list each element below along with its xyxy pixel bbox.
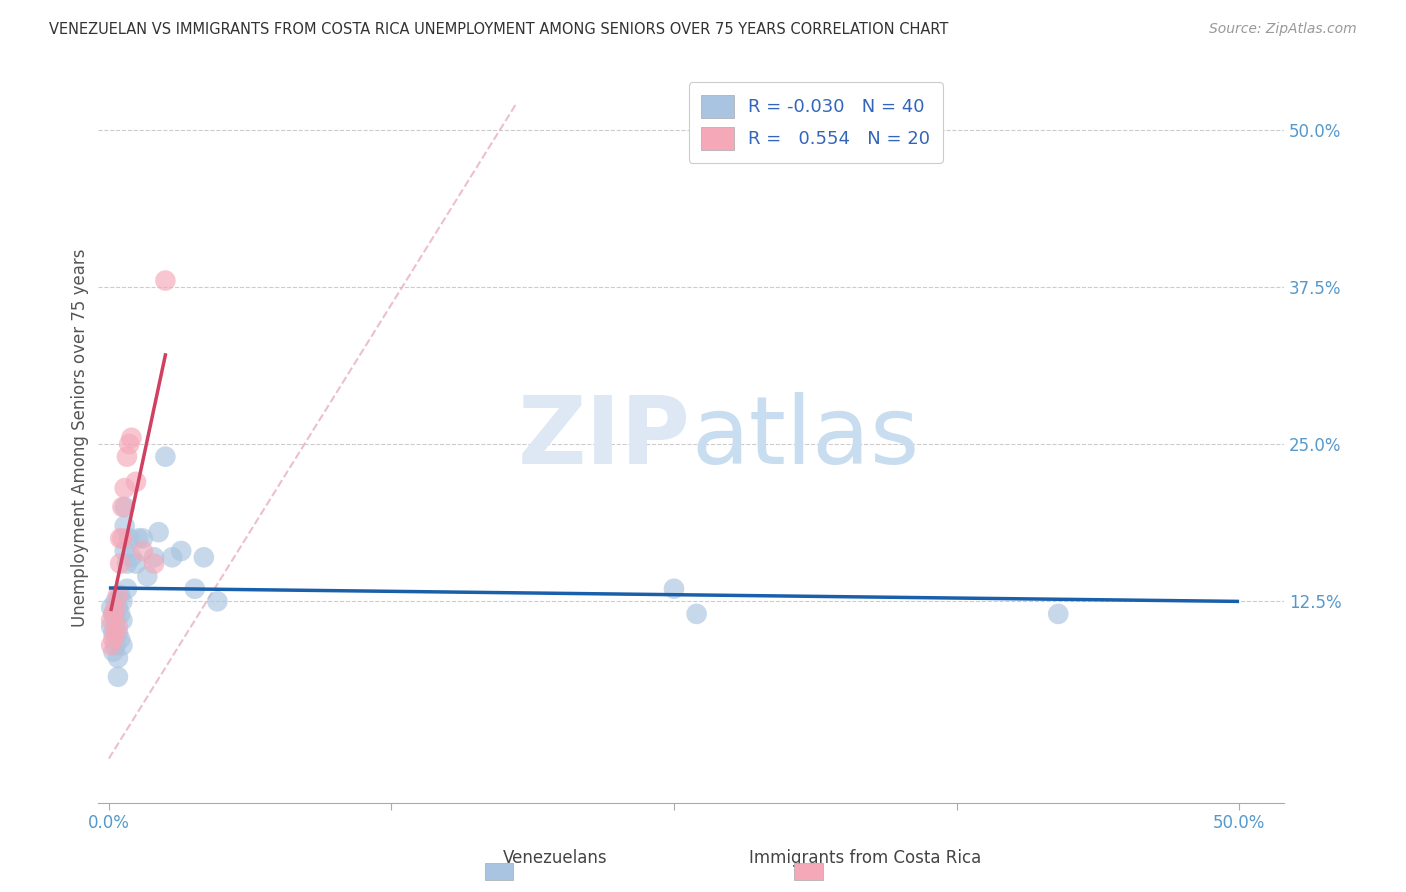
Point bbox=[104, 638, 127, 652]
Point bbox=[121, 550, 143, 565]
Text: ZIP: ZIP bbox=[517, 392, 690, 483]
Point bbox=[155, 450, 177, 464]
Point bbox=[103, 645, 125, 659]
Point bbox=[104, 625, 127, 640]
Point bbox=[1047, 607, 1070, 621]
Point bbox=[111, 500, 134, 514]
Point bbox=[108, 588, 131, 602]
Point bbox=[100, 613, 122, 627]
Point bbox=[108, 607, 131, 621]
Point bbox=[103, 625, 125, 640]
Point bbox=[107, 600, 129, 615]
Point bbox=[111, 613, 134, 627]
Point bbox=[108, 532, 131, 546]
Point bbox=[114, 544, 136, 558]
Point bbox=[132, 532, 155, 546]
Point bbox=[114, 481, 136, 495]
Point bbox=[121, 431, 143, 445]
Point bbox=[107, 651, 129, 665]
Point bbox=[685, 607, 707, 621]
Point bbox=[132, 544, 155, 558]
Point bbox=[143, 550, 166, 565]
Point bbox=[103, 607, 125, 621]
Point bbox=[662, 582, 685, 596]
Point bbox=[193, 550, 215, 565]
Y-axis label: Unemployment Among Seniors over 75 years: Unemployment Among Seniors over 75 years bbox=[72, 249, 89, 627]
Point bbox=[184, 582, 207, 596]
Point bbox=[115, 582, 138, 596]
Point bbox=[207, 594, 229, 608]
Point bbox=[125, 475, 148, 489]
Text: atlas: atlas bbox=[690, 392, 920, 483]
Point bbox=[104, 594, 127, 608]
Point bbox=[107, 670, 129, 684]
Point bbox=[104, 600, 127, 615]
Point bbox=[111, 532, 134, 546]
Legend: R = -0.030   N = 40, R =   0.554   N = 20: R = -0.030 N = 40, R = 0.554 N = 20 bbox=[689, 82, 943, 162]
Text: Source: ZipAtlas.com: Source: ZipAtlas.com bbox=[1209, 22, 1357, 37]
Point bbox=[143, 557, 166, 571]
Point bbox=[114, 519, 136, 533]
Point bbox=[111, 594, 134, 608]
Point bbox=[107, 625, 129, 640]
Text: VENEZUELAN VS IMMIGRANTS FROM COSTA RICA UNEMPLOYMENT AMONG SENIORS OVER 75 YEAR: VENEZUELAN VS IMMIGRANTS FROM COSTA RICA… bbox=[49, 22, 949, 37]
Point bbox=[127, 532, 149, 546]
Point bbox=[103, 632, 125, 646]
Point bbox=[100, 619, 122, 633]
Point bbox=[107, 619, 129, 633]
Point bbox=[115, 557, 138, 571]
Text: Venezuelans: Venezuelans bbox=[503, 849, 607, 867]
Point bbox=[136, 569, 159, 583]
Point bbox=[118, 437, 141, 451]
Point bbox=[108, 632, 131, 646]
Point bbox=[103, 607, 125, 621]
Point bbox=[100, 638, 122, 652]
Point bbox=[118, 532, 141, 546]
Point bbox=[170, 544, 193, 558]
Point bbox=[115, 450, 138, 464]
Point bbox=[108, 557, 131, 571]
Point bbox=[111, 638, 134, 652]
Point bbox=[107, 588, 129, 602]
Point bbox=[114, 500, 136, 514]
Point bbox=[148, 525, 170, 540]
Point bbox=[160, 550, 183, 565]
Text: Immigrants from Costa Rica: Immigrants from Costa Rica bbox=[748, 849, 981, 867]
Point bbox=[104, 613, 127, 627]
Point bbox=[155, 274, 177, 288]
Point bbox=[100, 600, 122, 615]
Point bbox=[125, 557, 148, 571]
